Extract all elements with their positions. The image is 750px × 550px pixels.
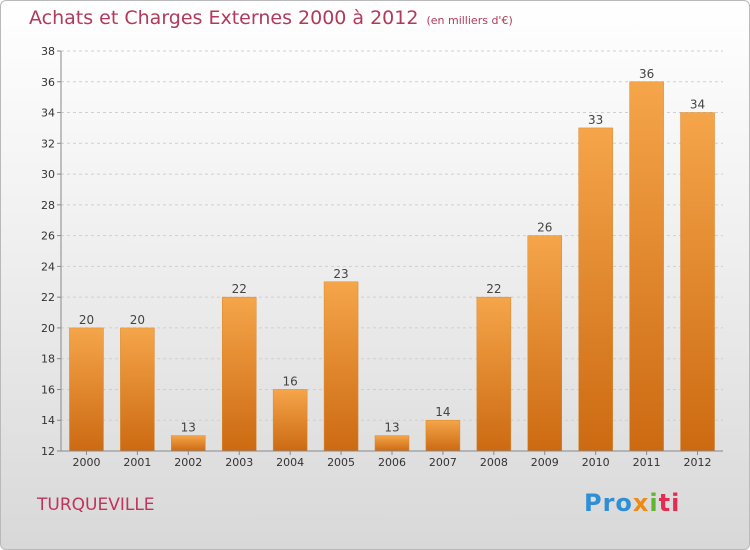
bar [69,327,104,452]
bar [680,112,715,452]
bar [527,235,563,452]
bar [374,435,410,452]
y-tick-label: 30 [41,168,55,181]
y-tick-label: 12 [41,445,55,458]
commune-name: TURQUEVILLE [37,495,155,515]
x-tick-label: 2010 [582,456,610,469]
chart-subtitle: (en milliers d'€) [426,14,513,27]
data-label: 14 [435,405,450,419]
x-axis: 2000 2001 2002 2003 2004 2005 2006 2007 2008 2009… [61,450,723,469]
data-label: 20 [79,313,94,327]
x-tick-label: 2000 [72,456,100,469]
y-tick-label: 26 [41,230,55,243]
bar [120,327,155,452]
x-tick-label: 2012 [684,456,712,469]
y-tick-label: 34 [41,107,55,120]
bar [476,296,512,452]
x-tick-label: 2009 [531,456,559,469]
bar [171,435,206,452]
x-tick-label: 2011 [633,456,661,469]
chart-title-group: Achats et Charges Externes 2000 à 2012 (e… [29,7,513,29]
bar [323,281,359,452]
y-tick-label: 28 [41,199,55,212]
y-tick-label: 18 [41,353,55,366]
y-tick-label: 22 [41,291,55,304]
data-label: 22 [232,282,247,296]
data-label: 34 [690,98,705,112]
bars [69,81,715,452]
grid-lines [61,50,723,452]
data-labels: 20 20 13 22 16 23 13 14 22 26 33 36 34 [79,67,705,435]
data-label: 22 [486,282,501,296]
data-label: 13 [181,421,196,435]
proxiti-logo[interactable]: Proxiti [584,489,681,517]
y-tick-label: 24 [41,260,55,273]
x-tick-label: 2005 [327,456,355,469]
chart-title: Achats et Charges Externes 2000 à 2012 [29,7,419,29]
bar [578,127,613,452]
y-axis: 12 14 16 18 20 22 24 26 28 30 32 34 36 38 [41,45,62,458]
bar [272,389,308,452]
x-tick-label: 2007 [429,456,457,469]
data-label: 20 [130,313,145,327]
y-tick-label: 16 [41,383,55,396]
x-tick-label: 2008 [480,456,508,469]
x-tick-label: 2004 [276,456,304,469]
bar [425,419,461,452]
bar [221,296,257,452]
y-tick-label: 14 [41,414,55,427]
data-label: 16 [283,374,298,388]
y-tick-label: 32 [41,137,55,150]
y-tick-label: 20 [41,322,55,335]
y-tick-label: 38 [41,45,55,58]
data-label: 33 [588,113,603,127]
data-label: 26 [537,221,552,235]
data-label: 36 [639,67,654,81]
x-tick-label: 2003 [225,456,253,469]
bar [629,81,664,452]
data-label: 23 [333,267,348,281]
data-label: 13 [384,421,399,435]
x-tick-label: 2006 [378,456,406,469]
x-tick-label: 2001 [123,456,151,469]
x-tick-label: 2002 [174,456,202,469]
y-tick-label: 36 [41,76,55,89]
